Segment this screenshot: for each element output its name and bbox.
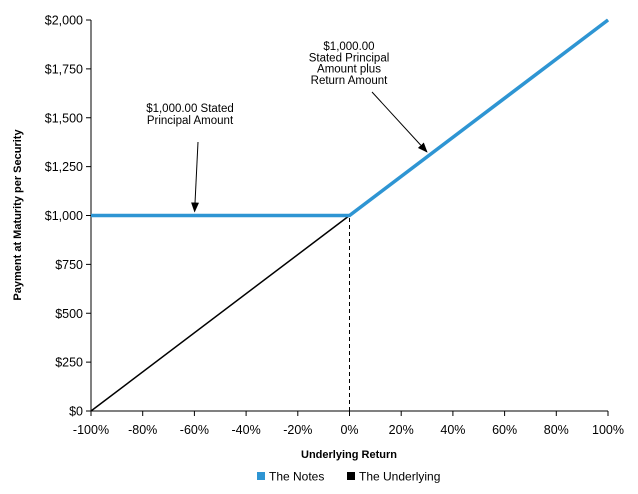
y-tick-label: $1,000: [45, 209, 83, 223]
y-axis-title: Payment at Maturity per Security: [12, 129, 24, 301]
y-tick-label: $750: [55, 258, 83, 272]
legend-swatch: [347, 472, 355, 480]
annotation-text-line: Stated Principal: [309, 52, 390, 64]
annotation-text-line: Amount plus: [317, 64, 381, 76]
x-tick-label: 60%: [492, 423, 517, 437]
x-tick-label: -40%: [232, 423, 261, 437]
legend-label: The Notes: [269, 470, 324, 484]
x-tick-label: -20%: [283, 423, 312, 437]
x-tick-label: -100%: [73, 423, 109, 437]
annotation-text-line: $1,000.00 Stated: [146, 103, 234, 115]
x-tick-label: 100%: [592, 423, 624, 437]
annotation-text-line: Principal Amount: [147, 115, 234, 127]
series-group: [90, 18, 610, 412]
x-tick-label: 0%: [340, 423, 358, 437]
y-tick-label: $0: [69, 405, 83, 419]
y-tick-label: $1,500: [45, 111, 83, 125]
x-tick-label: 20%: [389, 423, 414, 437]
series-line-the-notes: [91, 18, 610, 218]
x-axis-title: Underlying Return: [301, 449, 397, 461]
y-tick-label: $1,250: [45, 160, 83, 174]
legend-label: The Underlying: [359, 470, 440, 484]
x-tick-label: 80%: [544, 423, 569, 437]
x-tick-label: -60%: [180, 423, 209, 437]
y-tick-label: $250: [55, 356, 83, 370]
x-tick-label: 40%: [440, 423, 465, 437]
y-tick-label: $500: [55, 307, 83, 321]
legend-swatch: [257, 472, 265, 480]
annotation-text-line: $1,000.00: [323, 41, 374, 53]
y-tick-label: $1,750: [45, 62, 83, 76]
legend: The Notes The Underlying: [257, 470, 440, 484]
x-tick-label: -80%: [128, 423, 157, 437]
annotation-arrow: [191, 141, 200, 213]
annotation-arrow: [371, 91, 428, 153]
axes: $0 $250 $500 $750 $1,000 $1,250 $1,500 $1,750 $2…: [45, 14, 624, 438]
annotation-text-line: Return Amount: [311, 75, 389, 87]
y-tick-label: $2,000: [45, 14, 83, 28]
